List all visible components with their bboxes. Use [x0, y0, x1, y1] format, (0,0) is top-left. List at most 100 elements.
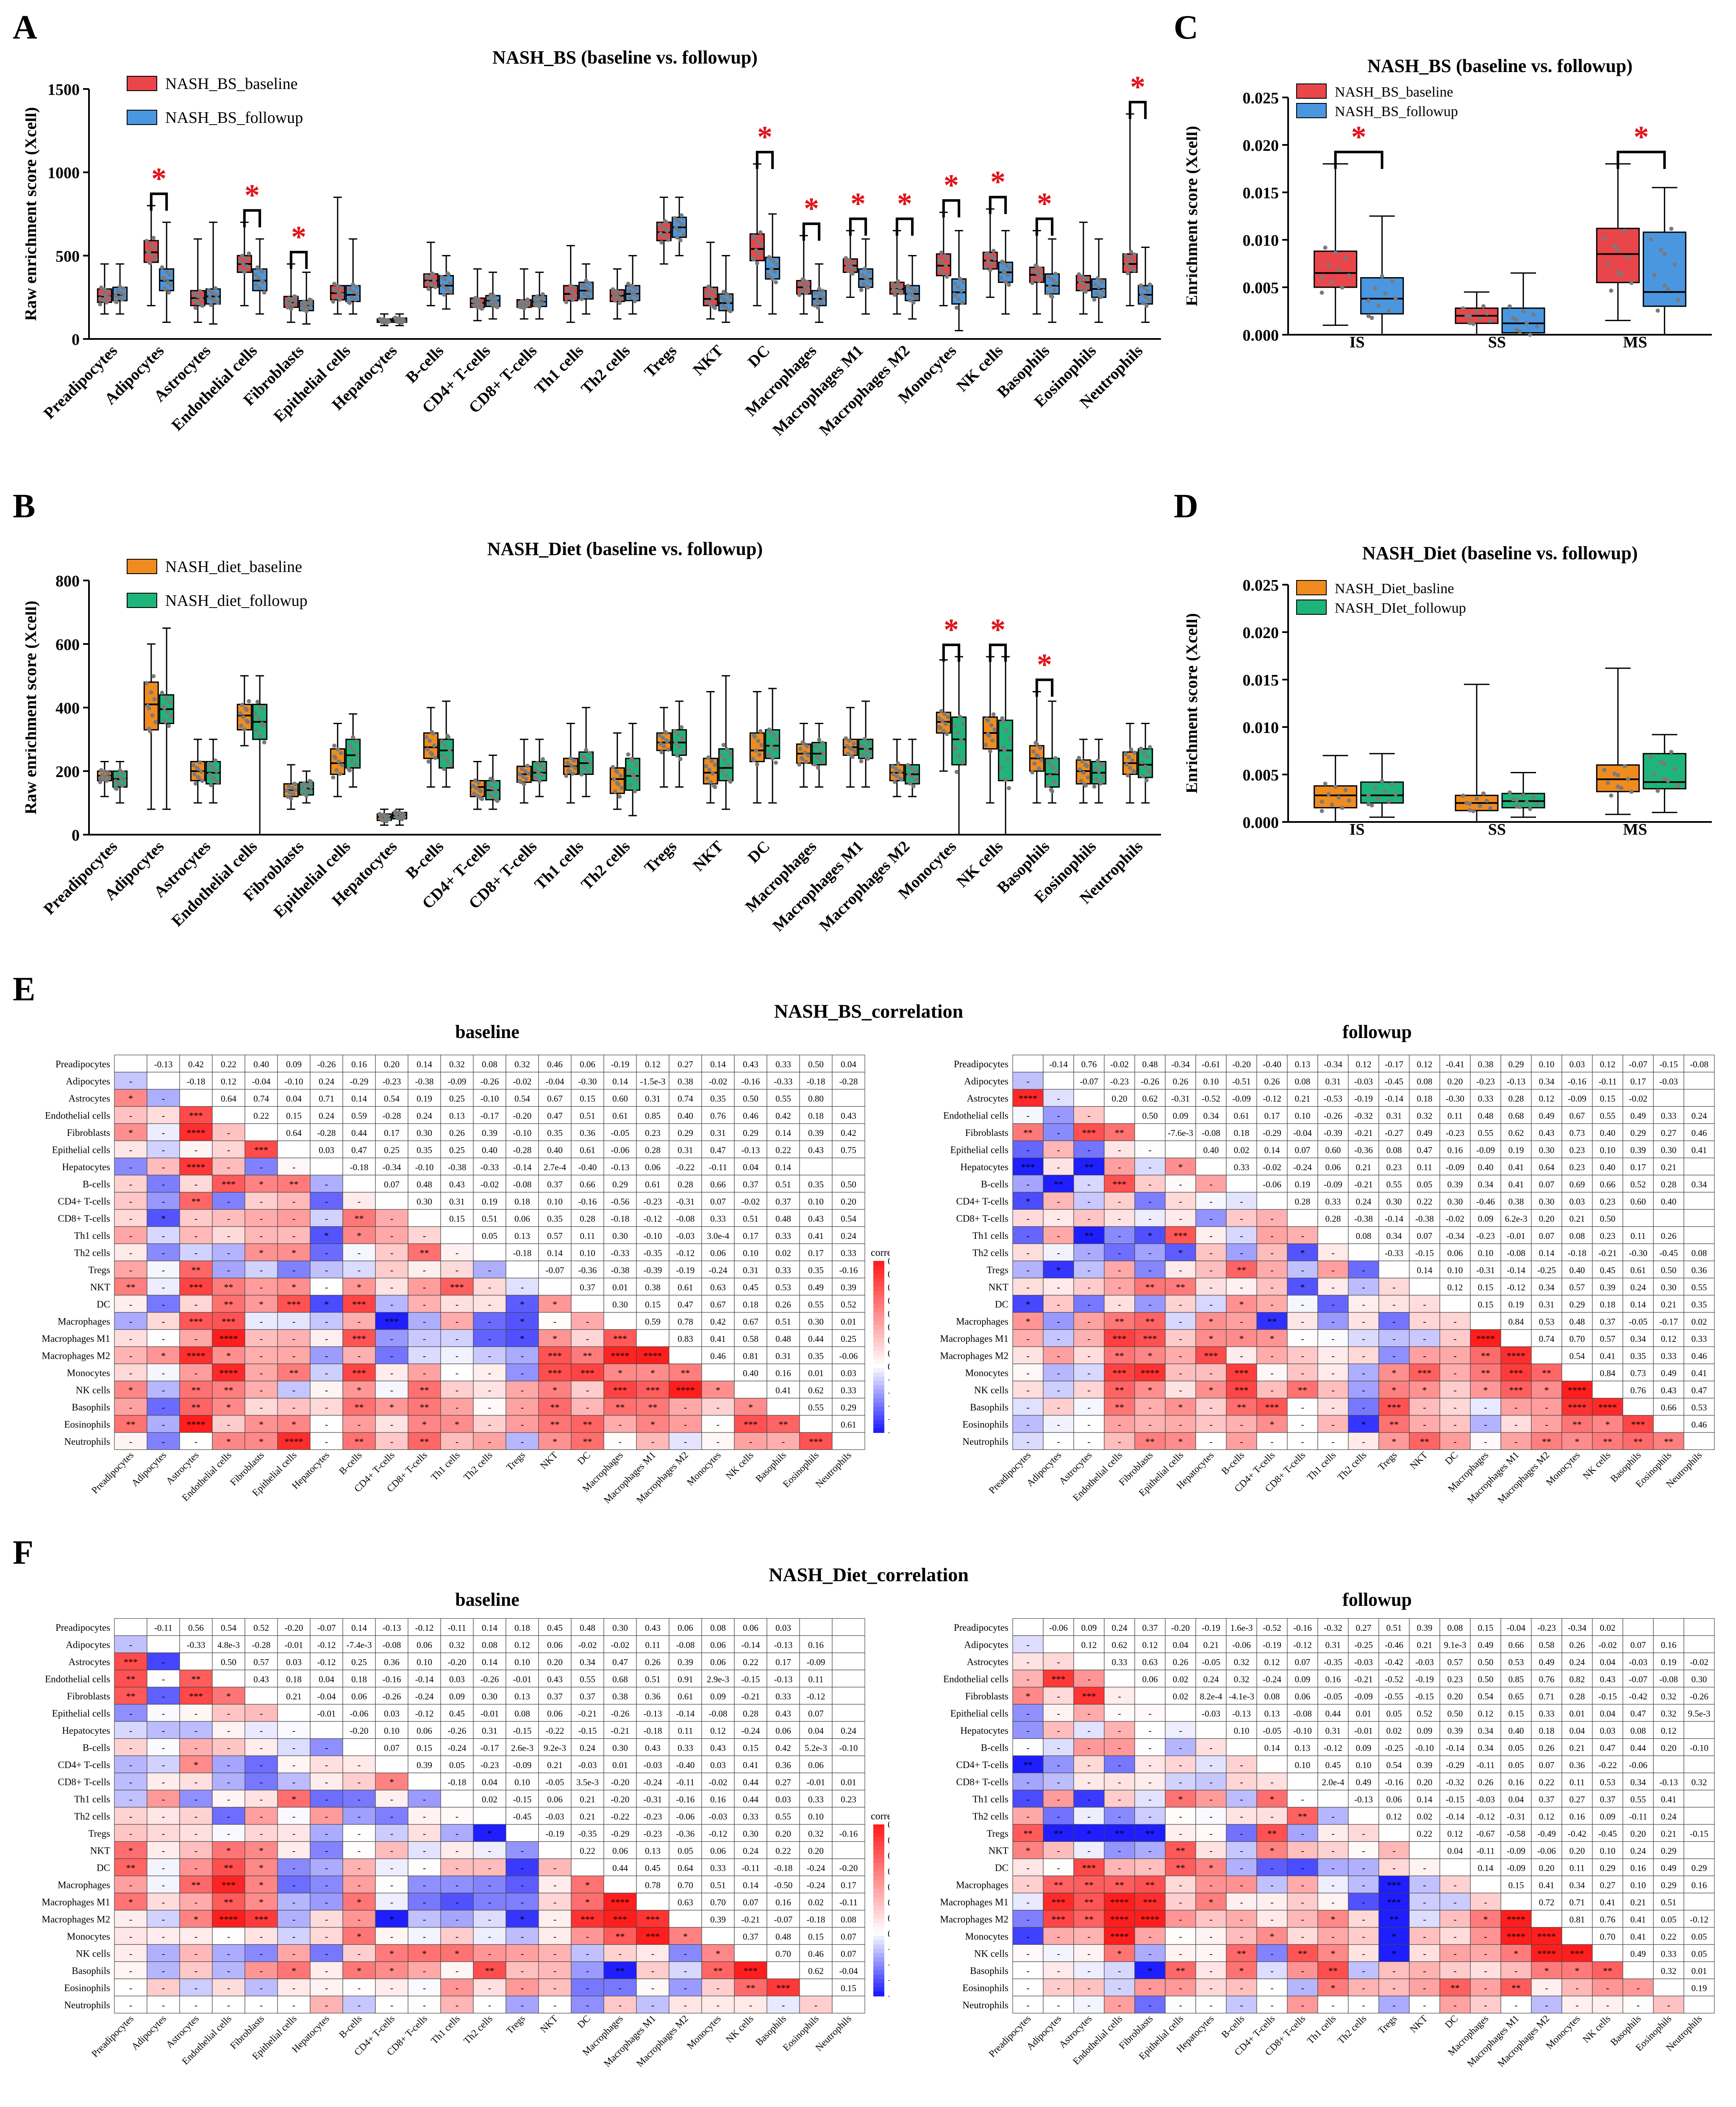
coef-value: 0.07: [841, 1949, 856, 1959]
upper-cell: [799, 1875, 833, 1893]
significance-mark: -: [1362, 1402, 1365, 1413]
upper-cell: [799, 1140, 833, 1158]
data-point: [850, 271, 855, 276]
lower-cell: [669, 1380, 702, 1399]
coef-value: 0.81: [743, 1351, 758, 1361]
significance-mark: *: [1300, 1248, 1305, 1258]
coef-value: 0.52: [841, 1299, 856, 1310]
lower-cell: [277, 1721, 311, 1739]
data-point: [1052, 288, 1057, 292]
x-tick-label: SS: [1488, 821, 1506, 838]
data-point: [1147, 298, 1152, 303]
upper-cell: [408, 1072, 441, 1090]
coef-value: -0.12: [317, 1640, 336, 1650]
row-label: DC: [97, 1299, 110, 1310]
coef-value: 0.31: [1539, 1299, 1555, 1310]
lower-cell: [244, 1910, 278, 1928]
lower-cell: [342, 1978, 376, 1996]
lower-cell: [440, 1807, 474, 1825]
lower-cell: [342, 1755, 376, 1774]
upper-cell: [701, 1618, 735, 1636]
data-point: [253, 711, 258, 716]
coef-value: -0.17: [481, 1111, 499, 1121]
lower-cell: [473, 1910, 506, 1928]
data-point: [432, 278, 436, 283]
col-label: Macrophages M2: [1496, 1449, 1552, 1505]
significance-mark: -: [553, 1983, 556, 1993]
data-point: [1616, 247, 1620, 252]
significance-mark: -: [1331, 1299, 1334, 1310]
upper-cell: [538, 1790, 572, 1808]
row-label: Adipocytes: [66, 1640, 110, 1650]
significance-mark: ****: [1476, 1333, 1495, 1344]
significance-mark: -: [1118, 1196, 1121, 1207]
diagonal-cell: [440, 1790, 474, 1808]
coef-value: -0.23: [1446, 1128, 1464, 1138]
data-point: [382, 813, 386, 818]
data-point: [1084, 277, 1089, 282]
upper-cell: [603, 1738, 637, 1756]
significance-mark: -: [1209, 1230, 1212, 1241]
significance-mark: -: [1057, 1110, 1060, 1121]
lower-cell: [1561, 1432, 1593, 1450]
lower-cell: [1104, 1415, 1135, 1433]
coef-value: -0.36: [676, 1829, 695, 1839]
significance-mark: -: [456, 1897, 458, 1907]
upper-cell: [1531, 1260, 1562, 1279]
upper-cell: [799, 1346, 833, 1364]
upper-cell: [1348, 1089, 1379, 1107]
data-point: [611, 765, 615, 769]
data-point: [442, 766, 446, 771]
significance-mark: ***: [352, 1368, 366, 1378]
data-point: [1366, 793, 1371, 797]
data-point: [713, 290, 717, 294]
data-point: [1612, 772, 1617, 776]
lower-cell: [701, 1380, 735, 1399]
significance-mark: -: [325, 1282, 328, 1293]
coef-value: 0.43: [710, 1743, 726, 1753]
significance-mark: -: [292, 1725, 295, 1736]
significance-mark: -: [1514, 1419, 1517, 1430]
data-point: [844, 744, 849, 748]
diagonal-cell: [767, 1398, 800, 1416]
data-point: [1525, 800, 1529, 805]
upper-cell: [1683, 1277, 1715, 1296]
significance-mark: -: [325, 1794, 328, 1804]
significance-mark: -: [488, 1316, 491, 1327]
lower-cell: [147, 1140, 180, 1158]
significance-mark: ****: [611, 1897, 630, 1907]
coef-value: 0.25: [384, 1145, 400, 1155]
significance-bracket: [989, 644, 1007, 662]
data-point: [1094, 291, 1099, 296]
data-point: [771, 733, 776, 738]
diagonal-cell: [1592, 1380, 1623, 1399]
data-point: [910, 775, 915, 779]
data-point: [706, 284, 711, 289]
coef-value: -0.33: [187, 1640, 206, 1650]
coef-value: 0.10: [1478, 1248, 1494, 1258]
upper-cell: [1683, 1055, 1715, 1073]
coef-value: 0.80: [808, 1094, 824, 1104]
significance-mark: -: [553, 1931, 556, 1942]
data-point: [720, 769, 725, 773]
data-point: [1393, 792, 1398, 797]
coef-value: 0.62: [1508, 1128, 1524, 1138]
significance-mark: -: [521, 1863, 524, 1873]
coef-value: 0.34: [1630, 1334, 1646, 1344]
significance-mark: ***: [189, 1316, 203, 1327]
significance-mark: ****: [1598, 1402, 1617, 1413]
upper-cell: [669, 1687, 702, 1705]
upper-cell: [1104, 1055, 1135, 1073]
significance-mark: -: [651, 1983, 654, 1993]
lower-cell: [147, 1669, 180, 1688]
data-point: [627, 289, 632, 293]
data-point: [535, 761, 539, 765]
data-point: [1461, 306, 1465, 311]
significance-mark: **: [192, 1196, 201, 1207]
coef-value: 0.50: [743, 1094, 758, 1104]
coef-value: -0.17: [1385, 1059, 1403, 1069]
significance-mark: -: [129, 1196, 132, 1207]
data-point: [864, 276, 869, 281]
significance-mark: -: [1453, 1333, 1456, 1344]
significance-mark: -: [325, 1402, 328, 1413]
